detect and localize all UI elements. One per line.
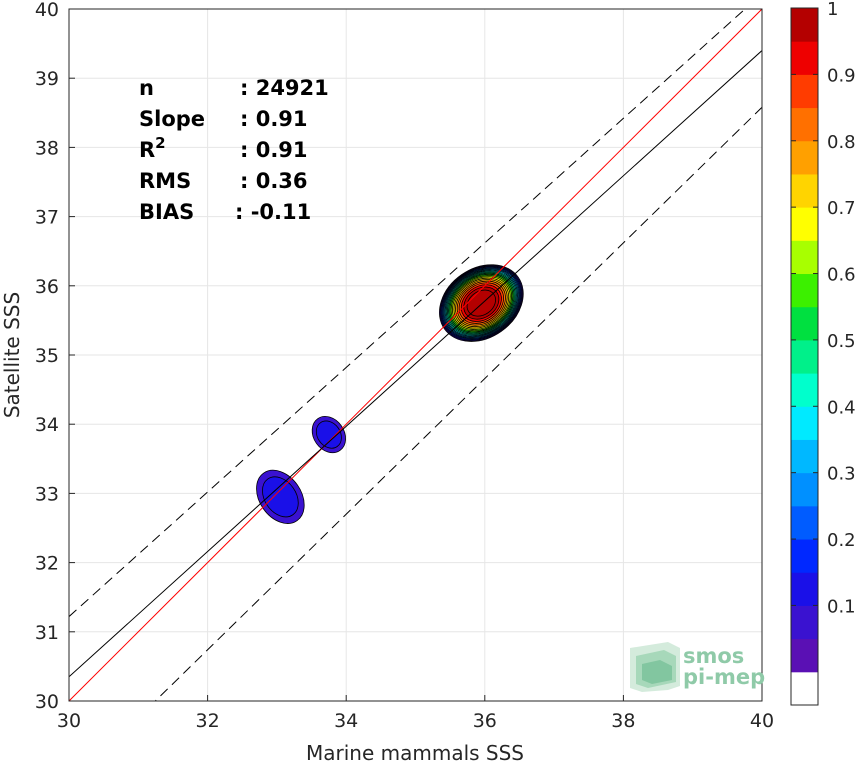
density-blob-main <box>439 264 524 342</box>
smos-pi-mep-logo: smos pi-mep <box>630 642 765 692</box>
colorbar-band <box>791 406 818 440</box>
line-upper-bound <box>69 9 746 617</box>
colorbar-tick-label: 1 <box>827 0 838 20</box>
stat-label: RMS <box>139 169 191 193</box>
colorbar-band <box>791 173 818 208</box>
colorbar-band <box>791 74 818 109</box>
y-tick-label: 34 <box>35 414 59 436</box>
logo-wave-shape-3 <box>642 660 672 684</box>
y-tick-label: 40 <box>35 0 59 21</box>
colorbar-band <box>791 472 818 507</box>
x-tick-label: 36 <box>473 710 497 732</box>
y-axis-ticks: 30 31 32 33 34 35 36 37 38 39 40 <box>35 0 75 713</box>
colorbar-band <box>791 572 818 606</box>
colorbar-band <box>791 605 818 640</box>
colorbar-band <box>791 273 818 308</box>
x-axis-label: Marine mammals SSS <box>306 741 524 764</box>
y-tick-label: 38 <box>35 137 59 159</box>
density-blob-lower <box>256 469 305 524</box>
stat-value: : 0.36 <box>240 169 308 193</box>
y-axis-label: Satellite SSS <box>0 292 24 418</box>
line-lower-bound <box>154 106 762 701</box>
y-tick-label: 31 <box>35 622 59 644</box>
stat-value: : 0.91 <box>240 107 308 131</box>
colorbar-tick-label: 0.8 <box>827 132 856 153</box>
stat-label: BIAS <box>139 200 194 224</box>
colorbar-band <box>791 207 818 241</box>
grid <box>68 8 763 702</box>
y-tick-label: 37 <box>35 207 59 229</box>
colorbar-band <box>791 539 818 573</box>
y-tick-label: 39 <box>35 68 59 90</box>
colorbar-tick-label: 0.9 <box>827 65 856 86</box>
x-tick-label: 40 <box>750 710 774 732</box>
y-tick-label: 33 <box>35 483 59 505</box>
colorbar-band <box>791 41 818 75</box>
colorbar-band <box>791 140 818 175</box>
colorbar-tick-label: 0.6 <box>827 265 856 286</box>
x-tick-label: 38 <box>611 710 635 732</box>
x-axis-ticks: 30 32 34 36 38 40 <box>57 695 774 732</box>
y-tick-label: 35 <box>35 345 59 367</box>
colorbar-band <box>791 240 818 275</box>
reference-lines <box>69 9 762 701</box>
density-blob-middle <box>311 416 346 454</box>
colorbar-band <box>791 505 818 540</box>
colorbar-band <box>791 107 818 142</box>
colorbar-tick-label: 0.2 <box>827 530 856 551</box>
stat-label: n <box>139 76 154 100</box>
colorbar-tick-label: 0.4 <box>827 397 856 418</box>
y-tick-label: 30 <box>35 691 59 713</box>
line-identity <box>69 9 762 701</box>
colorbar: 0.1 0.2 0.3 0.4 0.5 0.6 0.7 0.8 0.9 1 <box>790 0 856 706</box>
colorbar-band <box>791 439 818 474</box>
density-contours <box>256 264 524 524</box>
colorbar-band <box>791 373 818 407</box>
stat-value: : 0.91 <box>240 138 308 162</box>
stat-value: : -0.11 <box>235 200 311 224</box>
colorbar-band <box>791 339 818 374</box>
contour-level <box>262 476 299 518</box>
stat-label: Slope <box>139 107 205 131</box>
colorbar-band <box>791 8 818 42</box>
colorbar-tick-label: 0.1 <box>827 596 856 617</box>
stat-value: : 24921 <box>240 76 329 100</box>
line-regression <box>69 50 762 678</box>
colorbar-band <box>791 306 818 341</box>
contour-level <box>315 420 342 449</box>
colorbar-tick-label: 0.3 <box>827 464 856 485</box>
x-tick-label: 34 <box>334 710 358 732</box>
logo-text-line1: smos <box>683 644 744 668</box>
colorbar-tick-label: 0.5 <box>827 331 856 352</box>
stat-label-superscript: 2 <box>155 134 165 152</box>
colorbar-frame <box>790 7 819 706</box>
x-tick-label: 30 <box>57 710 81 732</box>
y-tick-label: 32 <box>35 553 59 575</box>
colorbar-tick-label: 0.7 <box>827 198 856 219</box>
colorbar-band <box>791 638 818 673</box>
x-tick-label: 32 <box>196 710 220 732</box>
y-tick-label: 36 <box>35 276 59 298</box>
logo-text-line2: pi-mep <box>683 665 765 689</box>
colorbar-band <box>791 671 818 706</box>
